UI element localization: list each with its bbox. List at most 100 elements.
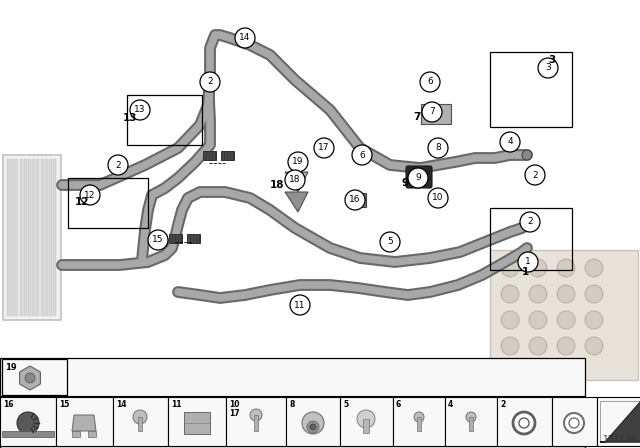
Text: 3: 3 [548,55,556,65]
Bar [7,159,10,316]
Text: 1: 1 [522,267,529,277]
Circle shape [302,412,324,434]
Bar [36,159,40,316]
FancyBboxPatch shape [490,250,638,380]
Bar [497,397,552,446]
Text: 171106: 171106 [602,435,637,444]
Circle shape [17,412,39,434]
Circle shape [557,259,575,277]
Circle shape [585,337,603,355]
Circle shape [235,28,255,48]
Circle shape [290,295,310,315]
Text: 15: 15 [152,236,164,245]
Circle shape [130,100,150,120]
Text: 14: 14 [239,34,251,43]
Bar [187,234,200,243]
Circle shape [345,190,365,210]
Bar [20,159,22,316]
Circle shape [314,138,334,158]
Bar [600,401,640,442]
Circle shape [522,220,532,230]
Text: 4: 4 [448,400,453,409]
Text: 19: 19 [292,158,304,167]
Bar [340,397,393,446]
Text: 12: 12 [75,197,90,207]
Circle shape [522,150,532,160]
Text: 8: 8 [435,143,441,152]
Bar [15,159,19,316]
FancyBboxPatch shape [421,104,451,124]
Circle shape [557,285,575,303]
Circle shape [585,285,603,303]
Circle shape [380,232,400,252]
Circle shape [307,421,319,433]
Circle shape [250,409,262,421]
Circle shape [133,410,147,424]
Bar [56,397,113,446]
Circle shape [501,259,519,277]
Circle shape [25,373,35,383]
Bar [0,397,56,446]
Circle shape [422,102,442,122]
Text: 8: 8 [289,400,294,409]
Circle shape [501,311,519,329]
Text: 9: 9 [402,178,409,188]
Circle shape [310,424,316,430]
Text: 13: 13 [134,105,146,115]
Bar [552,397,597,446]
Circle shape [501,337,519,355]
Text: 7: 7 [413,112,420,122]
Polygon shape [20,366,40,390]
Text: 5: 5 [343,400,348,409]
Circle shape [200,72,220,92]
Polygon shape [600,401,640,442]
Text: 15: 15 [59,400,69,409]
Text: 4: 4 [507,138,513,146]
Circle shape [518,252,538,272]
Circle shape [408,168,428,188]
Circle shape [529,311,547,329]
Bar [490,52,572,127]
Text: 1: 1 [525,258,531,267]
Bar [348,193,366,207]
Text: 19: 19 [5,363,17,372]
Circle shape [519,418,529,428]
Bar [393,397,445,446]
Circle shape [529,259,547,277]
Circle shape [352,145,372,165]
Circle shape [148,230,168,250]
Text: 6: 6 [396,400,401,409]
Text: 2: 2 [527,217,533,227]
Circle shape [428,138,448,158]
Circle shape [557,337,575,355]
Circle shape [538,58,558,78]
Bar [72,431,80,437]
FancyBboxPatch shape [406,166,432,188]
Text: 16: 16 [3,400,13,409]
Bar [3,155,61,320]
Text: 12: 12 [84,190,96,199]
Bar [53,159,56,316]
Circle shape [513,412,535,434]
Bar [32,159,35,316]
Bar [49,159,52,316]
Circle shape [466,412,476,422]
Circle shape [288,152,308,172]
Text: 11: 11 [171,400,182,409]
Text: 9: 9 [415,173,421,182]
Text: 18: 18 [270,180,285,190]
Text: 2: 2 [500,400,505,409]
Bar [2,359,67,395]
Text: 3: 3 [545,64,551,73]
Polygon shape [285,192,308,212]
Circle shape [285,170,305,190]
Bar [221,151,234,160]
Circle shape [414,412,424,422]
Circle shape [428,188,448,208]
Circle shape [564,413,584,433]
Circle shape [420,72,440,92]
Circle shape [529,337,547,355]
Circle shape [557,311,575,329]
Text: 14: 14 [116,400,127,409]
Text: 6: 6 [427,78,433,86]
